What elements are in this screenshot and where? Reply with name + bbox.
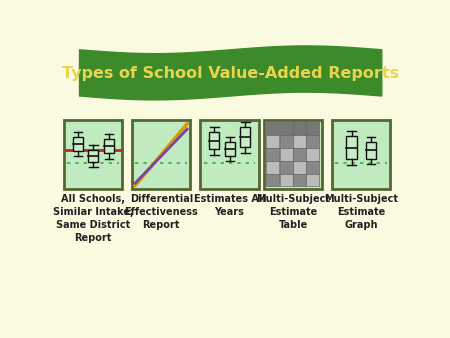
- Bar: [279, 148, 292, 161]
- Bar: [266, 161, 279, 173]
- Text: Multi-Subject
Estimate
Graph: Multi-Subject Estimate Graph: [324, 194, 398, 230]
- Bar: [346, 136, 356, 159]
- Text: All Schools,
Similar Intake,
Same District
Report: All Schools, Similar Intake, Same Distri…: [53, 194, 134, 243]
- Text: Types of School Value-Added Reports: Types of School Value-Added Reports: [62, 66, 399, 81]
- Bar: [225, 142, 235, 156]
- Bar: [132, 120, 190, 189]
- Bar: [264, 120, 322, 189]
- Text: Differential
Effectiveness
Report: Differential Effectiveness Report: [124, 194, 198, 230]
- Bar: [332, 120, 390, 189]
- Bar: [266, 122, 279, 135]
- Bar: [279, 174, 292, 187]
- Bar: [306, 122, 320, 135]
- Bar: [200, 120, 258, 189]
- Bar: [293, 122, 306, 135]
- Bar: [266, 148, 279, 161]
- Text: Multi-Subject
Estimate
Table: Multi-Subject Estimate Table: [256, 194, 330, 230]
- Bar: [293, 174, 306, 187]
- Bar: [306, 161, 320, 173]
- Bar: [209, 132, 220, 149]
- Bar: [293, 135, 306, 148]
- Bar: [64, 120, 122, 189]
- Bar: [306, 174, 320, 187]
- Bar: [366, 142, 376, 159]
- Polygon shape: [80, 46, 382, 100]
- Bar: [73, 137, 83, 151]
- Bar: [279, 135, 292, 148]
- Text: Estimates All
Years: Estimates All Years: [194, 194, 266, 217]
- Bar: [293, 148, 306, 161]
- Bar: [104, 139, 114, 153]
- Bar: [266, 135, 279, 148]
- Bar: [293, 161, 306, 173]
- Bar: [240, 127, 250, 147]
- Bar: [279, 161, 292, 173]
- Bar: [266, 174, 279, 187]
- Bar: [279, 122, 292, 135]
- Bar: [88, 150, 99, 162]
- Bar: [306, 135, 320, 148]
- Bar: [306, 148, 320, 161]
